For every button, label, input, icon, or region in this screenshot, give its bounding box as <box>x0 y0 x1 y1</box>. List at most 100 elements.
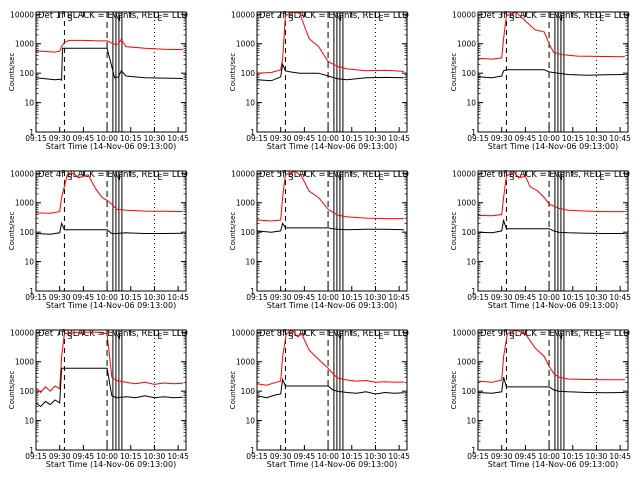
y-tick-label: 10000 <box>10 169 34 178</box>
panel-6: Det 6f BLACK = Events, RED = LLD11010010… <box>450 169 631 310</box>
y-tick-label: 100 <box>20 228 35 237</box>
y-axis-label: Counts/sec <box>229 212 237 251</box>
x-tick-label: 09:45 <box>294 452 316 461</box>
y-tick-label: 100 <box>462 228 477 237</box>
y-tick-label: 1 <box>471 128 476 137</box>
marker-label-E: E <box>157 332 162 341</box>
x-tick-label: 10:30 <box>365 134 387 143</box>
y-tick-label: 1000 <box>457 199 476 208</box>
y-tick-label: 1 <box>29 446 34 455</box>
x-tick-label: 09:30 <box>49 293 71 302</box>
x-tick-label: 09:30 <box>49 134 71 143</box>
x-tick-label: 09:15 <box>246 134 268 143</box>
marker-label-S: S <box>288 173 293 182</box>
y-axis-label: Counts/sec <box>229 371 237 410</box>
y-tick-label: 10000 <box>10 10 34 19</box>
x-tick-label: 10:30 <box>365 293 387 302</box>
panel-7: Det 7f BLACK = Events, RED = LLD11010010… <box>8 328 189 469</box>
marker-label-S: S <box>509 173 514 182</box>
plot-frame <box>35 170 187 292</box>
x-tick-label: 10:15 <box>341 452 363 461</box>
x-tick-label: 10:30 <box>365 452 387 461</box>
x-tick-label: 10:45 <box>388 134 410 143</box>
x-tick-label: 09:30 <box>270 293 292 302</box>
x-tick-label: 10:00 <box>96 134 118 143</box>
marker-label-S: S <box>509 332 514 341</box>
x-tick-label: 10:30 <box>586 134 608 143</box>
marker-label-N: N <box>115 173 121 182</box>
plot-frame <box>35 329 187 451</box>
y-tick-label: 100 <box>462 69 477 78</box>
y-tick-label: 1 <box>250 446 255 455</box>
x-tick-label: 10:45 <box>167 134 189 143</box>
series-line-events <box>478 69 625 79</box>
marker-label-S: S <box>67 14 72 23</box>
x-tick-label: 09:15 <box>467 452 489 461</box>
plot-frame <box>256 329 408 451</box>
x-tick-label: 10:00 <box>317 134 339 143</box>
y-tick-label: 10 <box>466 99 476 108</box>
x-tick-label: 10:30 <box>144 452 166 461</box>
series-line-lld <box>478 171 625 217</box>
panel-1: Det 1f BLACK = Events, RED = LLD11010010… <box>8 10 189 151</box>
y-tick-label: 10 <box>245 258 255 267</box>
x-axis-label: Start Time (14-Nov-06 09:13:00) <box>46 460 176 469</box>
x-tick-label: 10:45 <box>388 452 410 461</box>
y-tick-label: 10000 <box>452 10 476 19</box>
marker-label-N: N <box>336 14 342 23</box>
y-tick-label: 1 <box>250 128 255 137</box>
series-line-lld <box>257 330 404 386</box>
y-tick-label: 10000 <box>452 328 476 337</box>
y-tick-label: 100 <box>241 228 256 237</box>
y-tick-label: 100 <box>462 387 477 396</box>
x-tick-label: 10:30 <box>144 293 166 302</box>
y-tick-label: 10 <box>24 417 34 426</box>
panel-3: Det 3f BLACK = Events, RED = LLD11010010… <box>450 10 631 151</box>
x-tick-label: 10:00 <box>96 293 118 302</box>
x-tick-label: 10:00 <box>317 293 339 302</box>
x-tick-label: 09:15 <box>246 293 268 302</box>
x-tick-label: 09:30 <box>491 293 513 302</box>
x-tick-label: 10:00 <box>538 293 560 302</box>
x-tick-label: 10:45 <box>609 134 631 143</box>
marker-label-N: N <box>115 332 121 341</box>
y-tick-label: 1 <box>29 287 34 296</box>
y-axis-label: Counts/sec <box>450 371 458 410</box>
x-tick-label: 10:15 <box>341 134 363 143</box>
y-tick-label: 100 <box>241 387 256 396</box>
x-tick-label: 09:45 <box>73 134 95 143</box>
y-axis-label: Counts/sec <box>450 53 458 92</box>
y-tick-label: 10 <box>466 417 476 426</box>
x-tick-label: 09:45 <box>515 134 537 143</box>
panel-2: Det 2f BLACK = Events, RED = LLD11010010… <box>229 10 410 151</box>
plot-frame <box>477 329 629 451</box>
series-line-events <box>257 377 404 399</box>
x-tick-label: 09:30 <box>491 134 513 143</box>
x-tick-label: 10:15 <box>341 293 363 302</box>
series-line-lld <box>36 172 183 214</box>
x-tick-label: 10:30 <box>586 452 608 461</box>
panel-8: Det 8f BLACK = Events, RED = LLD11010010… <box>229 328 410 469</box>
x-axis-label: Start Time (14-Nov-06 09:13:00) <box>267 301 397 310</box>
x-tick-label: 09:45 <box>73 452 95 461</box>
y-axis-label: Counts/sec <box>8 212 16 251</box>
x-tick-label: 10:00 <box>317 452 339 461</box>
plot-frame <box>477 11 629 133</box>
y-axis-label: Counts/sec <box>229 53 237 92</box>
y-tick-label: 10 <box>245 417 255 426</box>
panel-5: Det 5f BLACK = Events, RED = LLD11010010… <box>229 169 410 310</box>
y-tick-label: 1000 <box>236 199 255 208</box>
x-tick-label: 10:15 <box>562 293 584 302</box>
y-tick-label: 1000 <box>15 358 34 367</box>
y-tick-label: 1 <box>471 287 476 296</box>
marker-label-S: S <box>288 14 293 23</box>
y-tick-label: 1000 <box>15 199 34 208</box>
x-axis-label: Start Time (14-Nov-06 09:13:00) <box>488 301 618 310</box>
series-line-lld <box>36 331 183 394</box>
marker-label-E: E <box>599 173 604 182</box>
y-tick-label: 1 <box>471 446 476 455</box>
x-tick-label: 09:15 <box>25 293 47 302</box>
plot-frame <box>256 11 408 133</box>
y-axis-label: Counts/sec <box>8 371 16 410</box>
